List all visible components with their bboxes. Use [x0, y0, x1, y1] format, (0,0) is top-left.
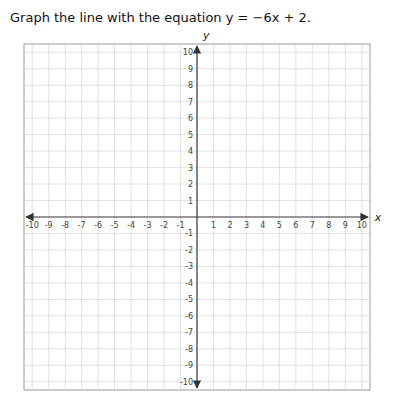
y-tick-label: -6: [185, 312, 193, 321]
y-tick-label: 3: [188, 164, 193, 173]
y-tick-label: -5: [185, 295, 193, 304]
x-tick-label: 3: [244, 221, 249, 230]
y-tick-label: 1: [188, 197, 193, 206]
title: Graph the line with the equation y = −6x…: [10, 10, 311, 25]
plot-frame: [24, 44, 370, 390]
y-tick-label: 4: [188, 147, 193, 156]
x-tick-label: 7: [310, 221, 315, 230]
tick-labels: -10-9-8-7-6-5-4-3-2-112345678910-10-9-8-…: [26, 48, 367, 387]
y-tick-label: 10: [183, 48, 193, 57]
y-axis: [196, 46, 197, 388]
x-tick-label: 10: [357, 221, 367, 230]
x-tick-label: 2: [227, 221, 232, 230]
y-tick-label: 9: [188, 65, 193, 74]
x-tick-label: -7: [78, 221, 86, 230]
x-tick-label: -6: [94, 221, 102, 230]
x-tick-label: -3: [144, 221, 152, 230]
y-tick-label: -2: [185, 246, 193, 255]
x-tick-label: 8: [326, 221, 331, 230]
y-tick-label: 6: [188, 114, 193, 123]
x-tick-label: -9: [45, 221, 53, 230]
y-tick-label: -9: [185, 361, 193, 370]
x-tick-label: -1: [177, 221, 185, 230]
x-tick-label: -4: [127, 221, 135, 230]
x-tick-label: 4: [260, 221, 265, 230]
x-tick-label: 9: [343, 221, 348, 230]
y-tick-label: -1: [185, 229, 193, 238]
x-tick-label: -2: [160, 221, 168, 230]
chart-svg: Graph the line with the equation y = −6x…: [0, 0, 396, 401]
x-tick-label: 6: [293, 221, 298, 230]
y-tick-label: -10: [180, 378, 193, 387]
x-tick-label: -8: [61, 221, 69, 230]
x-tick-label: -10: [26, 221, 39, 230]
y-tick-label: 5: [188, 131, 193, 140]
x-tick-label: -5: [111, 221, 119, 230]
x-tick-label: 1: [211, 221, 216, 230]
x-axis-label: x: [374, 211, 382, 224]
y-tick-label: -8: [185, 345, 193, 354]
y-tick-label: 2: [188, 180, 193, 189]
x-tick-label: 5: [277, 221, 282, 230]
y-tick-label: 7: [188, 98, 193, 107]
y-tick-label: 8: [188, 81, 193, 90]
y-tick-label: -3: [185, 262, 193, 271]
y-tick-label: -7: [185, 328, 193, 337]
grid: [24, 44, 370, 390]
y-tick-label: -4: [185, 279, 193, 288]
chart-container: Graph the line with the equation y = −6x…: [0, 0, 396, 401]
y-axis-label: y: [202, 29, 210, 42]
